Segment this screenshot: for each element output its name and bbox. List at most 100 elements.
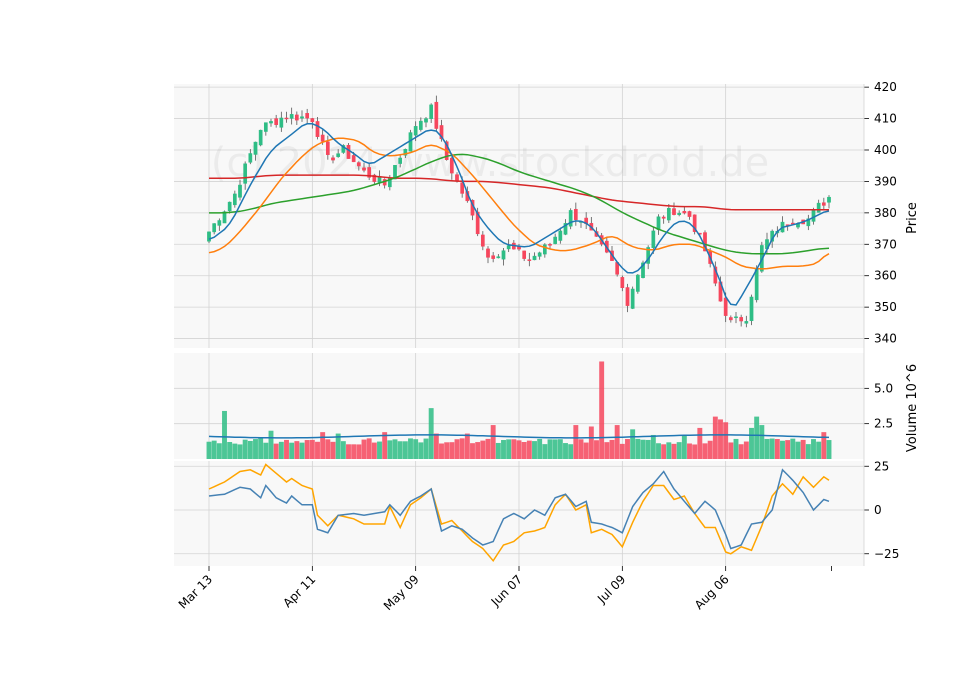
volume-bar-up	[676, 442, 682, 459]
osc-tick-label: 0	[874, 503, 882, 517]
volume-bar-down	[315, 441, 320, 459]
volume-bar-down	[728, 442, 734, 459]
candle-down	[351, 155, 356, 163]
volume-panel	[206, 361, 832, 459]
candle-down	[367, 167, 372, 178]
volume-bar-up	[408, 438, 413, 459]
x-tick-label: Apr 11	[280, 572, 318, 610]
volume-bar-down	[712, 416, 718, 459]
volume-bar-up	[242, 439, 248, 459]
candle-down	[728, 317, 733, 321]
volume-bar-up	[635, 438, 641, 459]
volume-bar-up	[216, 443, 222, 459]
volume-bar-up	[630, 429, 636, 459]
candle-up	[398, 157, 403, 164]
volume-bar-up	[335, 433, 341, 459]
candle-up	[811, 209, 816, 222]
candle-up	[542, 244, 547, 255]
candle-down	[284, 117, 289, 120]
candle-up	[563, 223, 568, 235]
volume-bar-down	[526, 440, 532, 459]
volume-bar-up	[247, 440, 253, 459]
candle-up	[418, 120, 423, 130]
volume-bar-down	[609, 439, 615, 459]
volume-bar-down	[614, 425, 620, 459]
volume-bar-down	[351, 444, 357, 459]
candle-up	[207, 231, 211, 242]
price-tick-label: 380	[874, 206, 897, 220]
candle-down	[460, 182, 465, 194]
volume-bar-down	[490, 425, 496, 459]
volume-bar-up	[278, 441, 284, 459]
candle-up	[232, 193, 237, 206]
volume-bar-down	[619, 443, 625, 459]
candle-up	[289, 114, 294, 119]
volume-bar-down	[304, 440, 310, 459]
volume-bar-down	[475, 442, 481, 459]
volume-bar-down	[382, 432, 388, 459]
candle-up	[558, 230, 563, 241]
candle-up	[212, 223, 217, 233]
candle-up	[263, 122, 268, 132]
candle-up	[553, 236, 558, 244]
x-tick-label: Mar 13	[176, 572, 215, 611]
volume-bar-down	[511, 439, 517, 459]
candle-down	[672, 208, 676, 215]
volume-bar-up	[258, 438, 264, 459]
volume-bar-up	[413, 439, 419, 459]
candle-up	[754, 268, 759, 301]
volume-bar-up	[402, 441, 408, 459]
x-tick-label: Jun 07	[488, 572, 525, 609]
volume-bar-up	[656, 443, 661, 459]
volume-bar-down	[516, 440, 522, 459]
volume-bar-down	[625, 439, 630, 459]
candle-up	[424, 118, 428, 123]
candle-down	[325, 141, 330, 155]
candle-up	[677, 212, 682, 215]
volume-bar-up	[754, 416, 760, 459]
candle-up	[641, 262, 645, 278]
volume-bar-up	[506, 439, 512, 459]
volume-bar-up	[650, 434, 656, 459]
volume-bar-up	[769, 438, 775, 459]
volume-bar-down	[480, 440, 486, 459]
candle-up	[666, 208, 671, 221]
volume-bar-down	[366, 438, 372, 459]
volume-bar-down	[661, 444, 667, 459]
volume-bar-down	[718, 419, 723, 459]
candle-up	[496, 256, 501, 259]
candle-up	[217, 220, 222, 226]
candle-down	[274, 118, 279, 125]
volume-bar-up	[780, 440, 785, 459]
candle-down	[723, 297, 728, 316]
volume-bar-down	[723, 422, 729, 459]
watermark: (c) 2024 www.stockdroid.de	[211, 140, 769, 186]
candle-down	[625, 287, 630, 306]
volume-bar-up	[392, 439, 398, 459]
volume-bar-down	[687, 443, 692, 459]
candle-down	[573, 208, 578, 220]
volume-bar-down	[743, 441, 749, 459]
candle-down	[527, 259, 532, 261]
candle-up	[300, 116, 304, 119]
candle-down	[439, 125, 444, 140]
candle-up	[258, 129, 263, 146]
volume-bar-up	[552, 439, 558, 459]
candle-up	[630, 288, 635, 309]
price-tick-label: 350	[874, 300, 897, 314]
volume-bar-up	[563, 443, 568, 459]
price-tick-label: 360	[874, 269, 897, 283]
candle-up	[429, 104, 434, 119]
candle-down	[434, 101, 439, 129]
price-tick-label: 370	[874, 237, 897, 251]
volume-bar-up	[640, 439, 646, 459]
volume-bar-up	[263, 442, 269, 459]
volume-bar-down	[599, 361, 605, 459]
candle-up	[413, 126, 418, 136]
volume-bar-up	[557, 439, 563, 459]
volume-bar-up	[645, 439, 651, 459]
volume-bar-down	[800, 439, 806, 459]
price-axis-label: Price	[905, 202, 920, 234]
candle-down	[491, 255, 496, 259]
volume-bar-down	[821, 432, 827, 459]
